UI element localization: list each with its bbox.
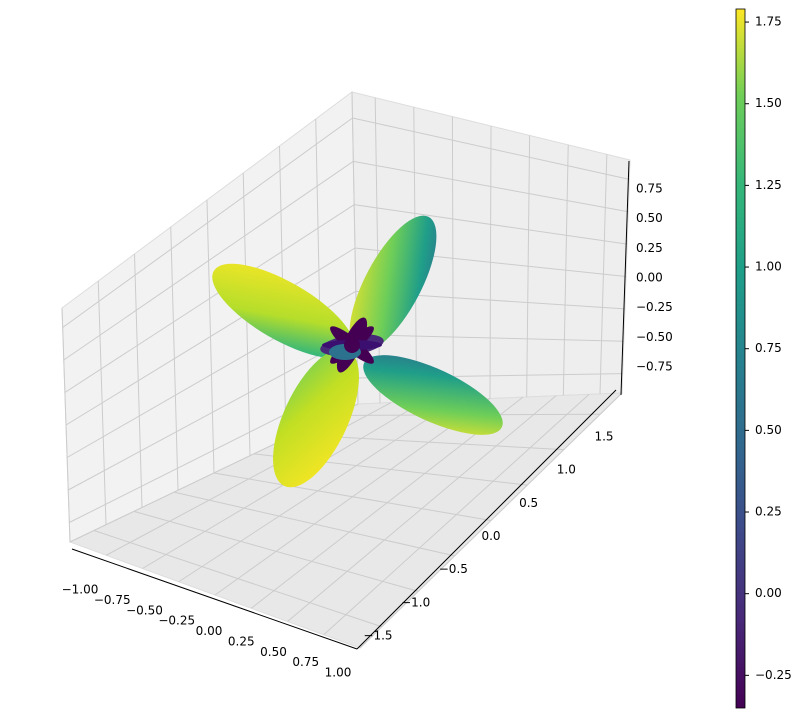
grid-line-z bbox=[62, 117, 353, 328]
grid-line-y bbox=[133, 510, 419, 592]
grid-line-z bbox=[354, 204, 628, 245]
x-tick-label: −0.75 bbox=[94, 593, 131, 607]
grid-line-z bbox=[353, 160, 629, 213]
y-tick-label: −1.0 bbox=[401, 595, 430, 609]
z-tick-label: 0.25 bbox=[636, 241, 663, 255]
z-tick-label: 0.75 bbox=[636, 182, 663, 196]
grid-line-y bbox=[173, 491, 455, 557]
x-tick-label: 0.25 bbox=[228, 634, 255, 648]
colorbar-tick-label: 0.75 bbox=[755, 341, 782, 355]
colorbar-tick-label: 1.75 bbox=[755, 15, 782, 29]
y-tick-label: −1.5 bbox=[363, 629, 392, 643]
lobe-upper-right bbox=[349, 215, 437, 353]
colorbar-gradient bbox=[735, 8, 746, 709]
surface bbox=[212, 215, 503, 488]
colorbar-tick-label: 1.50 bbox=[755, 96, 782, 110]
z-tick-label: −0.75 bbox=[636, 360, 673, 374]
z-axis-line bbox=[620, 160, 630, 396]
x-tick-labels: −1.00−0.75−0.50−0.250.00 0.25 0.50 0.75 1.00 bbox=[62, 583, 352, 680]
x-tick-label: −0.25 bbox=[158, 614, 195, 628]
z-tick-label: −0.25 bbox=[636, 300, 673, 314]
grid-line-z bbox=[65, 247, 356, 426]
z-tick-label: −0.50 bbox=[636, 330, 673, 344]
grid-line-z bbox=[356, 334, 624, 342]
grid-line-z bbox=[63, 160, 354, 361]
y-tick-label: −0.5 bbox=[439, 562, 468, 576]
lobe-lower-right bbox=[363, 355, 503, 435]
x-tick-label: 0.00 bbox=[196, 624, 223, 638]
colorbar-tick-label: 0.50 bbox=[755, 423, 782, 437]
z-tick-labels: −0.75 −0.50 −0.25 0.00 0.25 0.50 0.75 bbox=[636, 182, 673, 374]
colorbar-tick-label: 1.00 bbox=[755, 260, 782, 274]
x-tick-label: 0.50 bbox=[260, 645, 287, 659]
grid-lines bbox=[61, 91, 630, 649]
y-tick-label: 1.5 bbox=[594, 430, 613, 444]
colorbar-tick-label: −0.25 bbox=[755, 668, 792, 682]
grid-line-y bbox=[213, 472, 492, 521]
colorbar-tick-label: 0.00 bbox=[755, 586, 782, 600]
grid-line-z bbox=[67, 334, 357, 491]
y-tick-label: 0.5 bbox=[519, 496, 538, 510]
x-tick-label: −0.50 bbox=[126, 603, 163, 617]
y-tick-label: 1.0 bbox=[557, 463, 576, 477]
x-tick-label: −1.00 bbox=[62, 583, 99, 597]
x-tick-label: 1.00 bbox=[325, 666, 352, 680]
y-tick-labels: −1.5 −1.0 −0.5 0.0 0.5 1.0 1.5 bbox=[363, 430, 613, 643]
grid-line-y bbox=[93, 530, 382, 628]
lobe-upper-left bbox=[212, 263, 354, 359]
x-tick-label: 0.75 bbox=[292, 655, 319, 669]
z-tick-label: 0.50 bbox=[636, 211, 663, 225]
y-axis-line bbox=[356, 389, 617, 650]
colorbar-ticks: −0.25 0.00 0.25 0.50 0.75 1.00 1.25 1.50 1.75 bbox=[745, 15, 792, 682]
grid-line-z bbox=[352, 117, 630, 180]
y-tick-label: 0.0 bbox=[481, 529, 500, 543]
colorbar: −0.25 0.00 0.25 0.50 0.75 1.00 1.25 1.50 1.75 bbox=[735, 8, 792, 709]
z-tick-label: 0.00 bbox=[636, 271, 663, 285]
lobe-lower-left bbox=[273, 348, 359, 488]
colorbar-tick-label: 1.25 bbox=[755, 178, 782, 192]
colorbar-tick-label: 0.25 bbox=[755, 505, 782, 519]
x-axis-line bbox=[71, 548, 358, 650]
surface-center bbox=[320, 317, 384, 373]
grid-line-z bbox=[64, 204, 355, 393]
axis-lines bbox=[71, 160, 630, 650]
